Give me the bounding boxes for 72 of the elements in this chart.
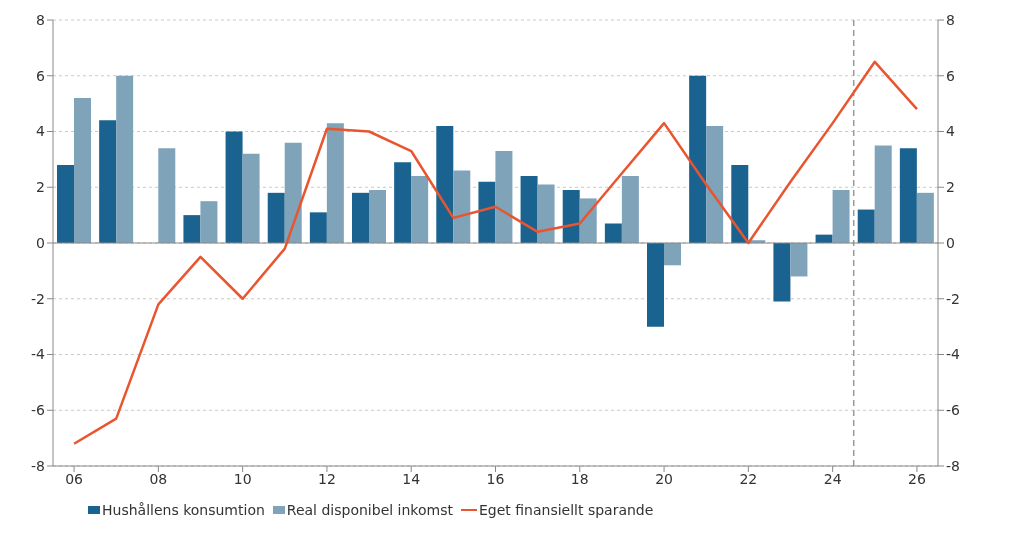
bar [242,153,260,243]
y2-tick-label: 6 [946,67,955,84]
bar [647,243,664,327]
x-tick-label: 20 [655,470,673,487]
bar [267,192,285,243]
bar [352,192,369,243]
bar [74,98,91,243]
bar [394,162,412,243]
bar [857,209,875,243]
bar [436,125,454,243]
bar [579,198,597,243]
bar [200,201,218,243]
x-tick-label: 16 [486,470,505,487]
legend-label: Eget finansiellt sparande [477,502,654,518]
bar [832,190,850,243]
y-tick-label: 6 [36,67,46,84]
x-tick-label: 26 [908,470,926,487]
y-tick-label: -2 [31,290,45,307]
y-tick-label: -6 [31,402,46,419]
bar [520,176,538,243]
bar [621,176,639,243]
y-tick-label: 8 [36,11,45,28]
y2-tick-label: 0 [946,234,955,251]
x-tick-label: 24 [823,470,842,487]
bar [874,145,892,243]
line-series [72,60,919,445]
y-tick-label: 4 [36,123,46,140]
legend-label: Real disponibel inkomst [285,502,453,518]
bar [478,181,496,243]
bar [99,120,117,243]
bar [495,151,513,243]
bar [916,192,934,243]
bar [731,164,749,243]
bar [790,243,808,277]
y2-tick-label: 2 [946,179,955,196]
y-tick-label: 0 [36,234,45,251]
bar [453,170,471,243]
x-tick-label: 06 [65,470,84,487]
bar [225,131,243,243]
legend-label: Hushållens konsumtion [101,502,265,518]
bar [562,190,580,243]
y2-tick-label: 8 [946,11,955,28]
y2-tick-label: -8 [946,457,960,474]
x-tick-label: 08 [149,470,168,487]
y-tick-label: -4 [31,346,46,363]
y-tick-label: 2 [36,179,45,196]
bar [537,184,555,243]
bar [604,223,622,243]
y-tick-label: -8 [31,457,45,474]
bar [284,142,302,243]
x-tick-label: 18 [570,470,589,487]
y2-tick-label: -2 [946,290,960,307]
x-tick-label: 22 [739,470,758,487]
bar [309,212,327,243]
x-tick-label: 14 [402,470,421,487]
bar [899,148,917,243]
bar [326,123,344,243]
bar [116,75,134,243]
y2-tick-label: -4 [946,346,961,363]
bar [57,164,74,243]
y2-tick-label: -6 [946,402,961,419]
bar [773,243,791,302]
bar [664,243,681,266]
bar [411,176,429,243]
x-tick-label: 10 [233,470,252,487]
x-tick-label: 12 [318,470,336,487]
bar [706,125,724,243]
y2-tick-label: 4 [946,123,955,140]
bar [369,190,386,243]
bar [183,215,201,243]
bar [689,75,707,243]
bar [158,148,176,243]
